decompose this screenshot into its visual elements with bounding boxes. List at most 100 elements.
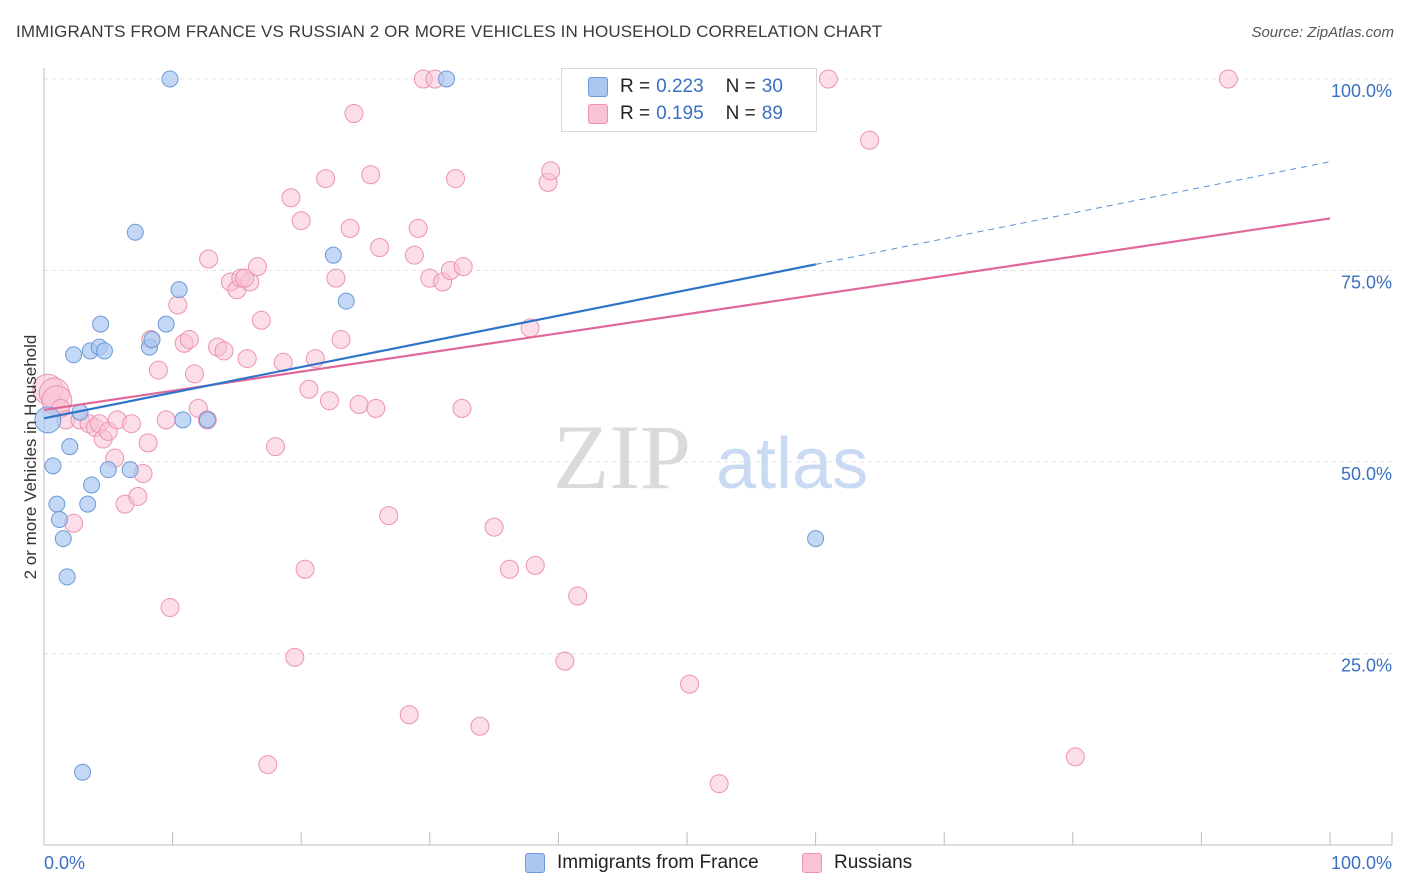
x-tick-label-0: 0.0%: [44, 853, 85, 873]
source-label: Source: ZipAtlas.com: [1251, 24, 1394, 41]
france-point: [198, 411, 216, 429]
russians-point: [251, 310, 271, 330]
russians-point: [316, 169, 336, 189]
russians-point: [160, 598, 180, 618]
france-point: [61, 438, 79, 456]
russians-point: [285, 647, 305, 667]
france-point: [58, 568, 76, 586]
chart-title: IMMIGRANTS FROM FRANCE VS RUSSIAN 2 OR M…: [16, 22, 883, 41]
france-point: [54, 530, 72, 548]
russians-point: [379, 506, 399, 526]
france-n-value: 30: [761, 76, 783, 97]
russians-n-value: 89: [761, 103, 783, 124]
russians-point: [319, 391, 339, 411]
russians-point: [235, 268, 255, 288]
russians-point: [349, 395, 369, 415]
russians-point: [237, 349, 257, 369]
france-point: [807, 530, 825, 548]
russians-point: [860, 130, 880, 150]
france-trend-extension: [815, 161, 1331, 265]
russians-point: [258, 755, 278, 775]
russians-point: [446, 169, 466, 189]
france-legend-label: Immigrants from France: [557, 852, 759, 873]
watermark-atlas: atlas: [716, 424, 868, 504]
russians-trend-line: [43, 217, 1331, 411]
russians-point: [370, 238, 390, 258]
legend-row-france: R = 0.223 N = 30: [588, 75, 783, 99]
russians-point: [265, 437, 285, 457]
france-swatch: [588, 77, 608, 97]
legend-row-russians: R = 0.195 N = 89: [588, 102, 783, 126]
russians-point: [128, 486, 148, 506]
russians-point: [366, 398, 386, 418]
france-series: [34, 70, 825, 781]
russians-point: [541, 161, 561, 181]
france-point: [99, 461, 117, 479]
watermark-zip: ZIP: [553, 406, 691, 508]
russians-point: [344, 103, 364, 123]
france-point: [438, 70, 456, 88]
russians-r-value: 0.195: [656, 103, 704, 124]
russians-point: [500, 559, 520, 579]
gridlines: [44, 78, 1392, 654]
russians-point: [818, 69, 838, 89]
france-r-label: R =: [620, 76, 651, 97]
russians-swatch: [588, 104, 608, 124]
y-tick-label-100: 100.0%: [1331, 81, 1392, 101]
axes: [43, 68, 1393, 846]
russians-r-label: R =: [620, 103, 651, 124]
russians-point: [525, 555, 545, 575]
russians-n-label: N =: [725, 103, 756, 124]
russians-legend-swatch: [802, 853, 822, 873]
russians-point: [121, 414, 141, 434]
france-legend-swatch: [525, 853, 545, 873]
russians-point: [148, 360, 168, 380]
correlation-legend: R = 0.223 N = 30 R = 0.195 N = 89: [561, 68, 817, 132]
russians-point: [340, 218, 360, 238]
russians-point: [568, 586, 588, 606]
france-point: [44, 457, 62, 475]
france-point: [65, 346, 83, 364]
russians-legend-label: Russians: [834, 852, 913, 873]
france-point: [50, 510, 68, 528]
russians-point: [299, 379, 319, 399]
france-point: [83, 476, 101, 494]
russians-point: [484, 517, 504, 537]
france-point: [324, 246, 342, 264]
russians-point: [404, 245, 424, 265]
france-point: [79, 495, 97, 513]
russians-point: [453, 257, 473, 277]
france-point: [121, 461, 139, 479]
russians-point: [138, 433, 158, 453]
france-point: [143, 330, 161, 348]
watermark: ZIP atlas: [553, 406, 868, 508]
legend-item-france[interactable]: Immigrants from France: [525, 852, 759, 874]
russians-point: [408, 218, 428, 238]
russians-point: [247, 257, 267, 277]
russians-point: [361, 165, 381, 185]
y-tick-label-25: 25.0%: [1341, 656, 1392, 676]
russians-point: [331, 329, 351, 349]
france-point: [337, 292, 355, 310]
trend-lines: [43, 161, 1331, 420]
russians-point: [291, 211, 311, 231]
russians-point: [452, 398, 472, 418]
y-tick-label-50: 50.0%: [1341, 464, 1392, 484]
russians-point: [295, 559, 315, 579]
legend-item-russians[interactable]: Russians: [802, 852, 912, 874]
tick-labels: 25.0% 50.0% 75.0% 100.0% 0.0% 100.0%: [44, 81, 1392, 873]
france-r-value: 0.223: [656, 76, 704, 97]
russians-point: [470, 716, 490, 736]
france-point: [157, 315, 175, 333]
russians-point: [281, 188, 301, 208]
russians-point: [680, 674, 700, 694]
russians-point: [1218, 69, 1238, 89]
russians-point: [326, 268, 346, 288]
france-point: [34, 406, 62, 434]
russians-series: [32, 69, 1238, 794]
france-n-label: N =: [725, 76, 756, 97]
france-point: [48, 495, 66, 513]
france-point: [95, 342, 113, 360]
series-legend: Immigrants from France Russians: [0, 852, 1406, 878]
